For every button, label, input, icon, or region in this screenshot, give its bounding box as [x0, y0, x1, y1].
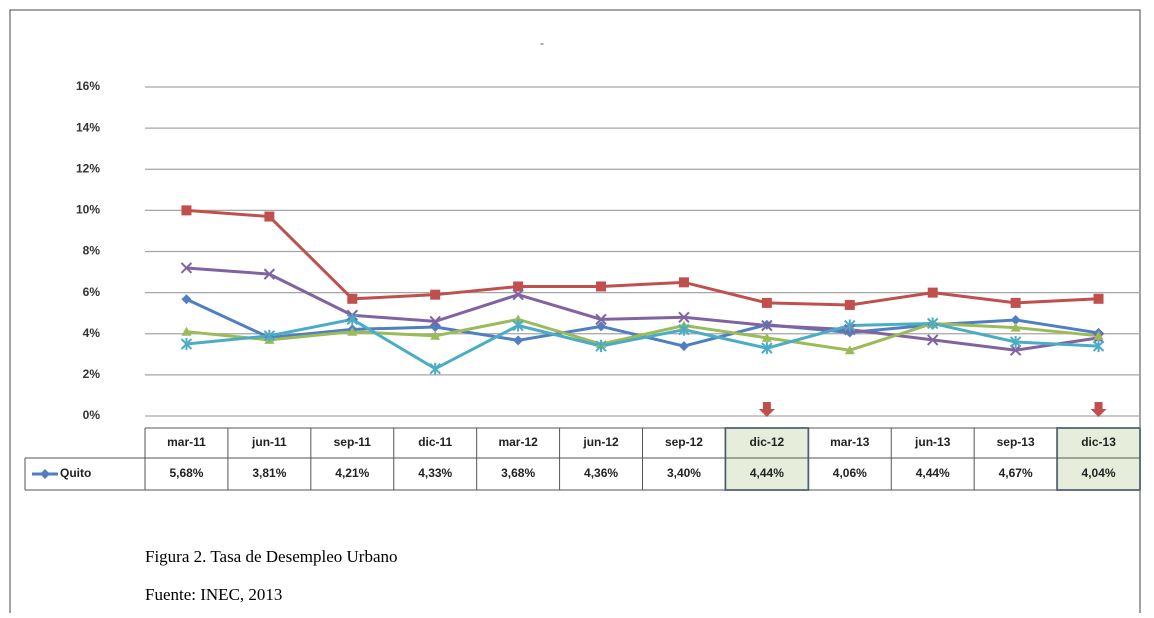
point — [678, 311, 690, 324]
point — [181, 205, 192, 216]
arrow — [758, 402, 775, 417]
point — [430, 330, 441, 340]
x-tick-label: dic-11 — [418, 435, 452, 449]
point — [429, 315, 441, 328]
caption: Figura 2. Tasa de Desempleo Urbano — [145, 547, 398, 566]
y-tick-label: 8% — [83, 244, 101, 258]
point — [1093, 293, 1104, 304]
data-label: 4,44% — [750, 466, 784, 480]
dot: - — [540, 36, 544, 50]
point — [927, 334, 939, 346]
data-label: 4,06% — [833, 466, 867, 480]
y-tick-label: 16% — [76, 79, 100, 93]
point — [927, 287, 938, 298]
point — [1093, 330, 1104, 340]
point — [512, 288, 524, 301]
data-label: 4,04% — [1082, 466, 1116, 480]
y-tick-label: 10% — [76, 203, 100, 217]
series-line — [186, 208, 1099, 307]
legend-label: Quito — [60, 466, 91, 480]
x-tick-label: sep-13 — [997, 435, 1035, 449]
point — [844, 299, 855, 310]
y-tick-label: 6% — [83, 285, 101, 299]
series-line — [186, 266, 1099, 352]
point — [181, 326, 192, 336]
y-tick-label: 0% — [83, 408, 101, 422]
point — [927, 317, 939, 330]
point — [1009, 335, 1022, 348]
data-label: 4,36% — [584, 466, 618, 480]
source: Fuente: INEC, 2013 — [145, 585, 282, 604]
x-tick-label: sep-12 — [665, 435, 703, 449]
point — [513, 314, 524, 324]
point — [264, 211, 275, 222]
x-tick-label: sep-11 — [334, 435, 372, 449]
point — [844, 345, 855, 355]
point — [181, 294, 192, 305]
point — [430, 289, 441, 300]
x-tick-label: jun-12 — [582, 435, 619, 449]
point — [596, 321, 607, 332]
point — [430, 321, 441, 332]
legend-marker — [40, 469, 50, 479]
point — [1009, 344, 1022, 356]
point — [429, 362, 441, 375]
point — [347, 326, 358, 336]
x-tick-label: mar-12 — [498, 435, 538, 449]
point — [513, 281, 524, 292]
x-tick-label: dic-12 — [750, 435, 785, 449]
point — [347, 293, 358, 304]
data-label: 3,68% — [501, 466, 535, 480]
arrow — [1090, 402, 1107, 417]
data-label: 4,67% — [999, 466, 1033, 480]
x-tick-label: mar-13 — [830, 435, 870, 449]
point — [596, 281, 607, 292]
point — [844, 327, 855, 338]
data-label: 5,68% — [169, 466, 203, 480]
point — [1010, 297, 1021, 308]
point — [761, 319, 773, 332]
data-label: 4,44% — [916, 466, 950, 480]
y-tick-label: 4% — [83, 326, 101, 340]
y-tick-label: 14% — [76, 120, 100, 134]
x-tick-label: mar-11 — [167, 435, 206, 449]
series-line — [186, 317, 1099, 352]
point — [678, 323, 690, 336]
data-label: 4,21% — [335, 466, 369, 480]
point — [1092, 340, 1105, 353]
point — [761, 342, 773, 355]
point — [595, 340, 607, 353]
x-tick-label: dic-13 — [1081, 435, 1116, 449]
point — [595, 313, 607, 326]
point — [180, 262, 193, 274]
data-label: 4,33% — [418, 466, 452, 480]
x-tick-label: jun-13 — [914, 435, 951, 449]
point — [1010, 314, 1021, 325]
point — [346, 313, 358, 326]
data-label: 3,81% — [252, 466, 286, 480]
data-label: 3,40% — [667, 466, 701, 480]
point — [513, 335, 524, 346]
point — [678, 277, 689, 288]
point — [761, 297, 772, 308]
point — [512, 319, 524, 332]
x-tick-label: jun-11 — [251, 435, 287, 449]
point — [263, 268, 276, 280]
frame — [9, 9, 1141, 613]
point — [844, 319, 856, 332]
y-tick-label: 2% — [83, 367, 101, 381]
y-tick-label: 12% — [76, 161, 100, 175]
point — [263, 329, 276, 342]
series-line — [186, 317, 1099, 371]
point — [761, 332, 772, 342]
point — [1010, 322, 1021, 332]
point — [180, 338, 193, 351]
point — [678, 341, 689, 352]
